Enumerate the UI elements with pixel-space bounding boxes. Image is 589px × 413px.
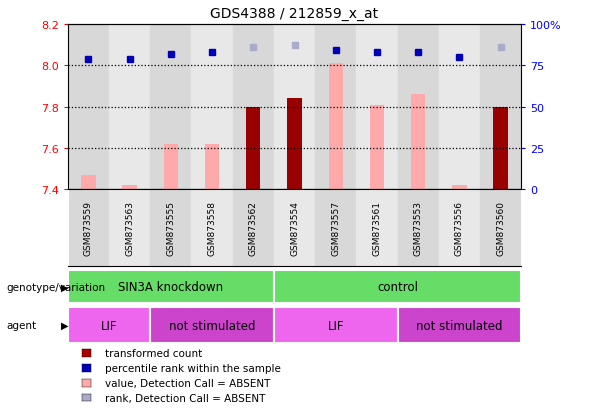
Text: GSM873561: GSM873561 (372, 201, 382, 256)
Bar (233, 25, 274, 190)
Bar (68, 25, 109, 190)
Bar (480, 190, 521, 266)
Text: agent: agent (6, 320, 36, 330)
Bar (356, 190, 398, 266)
Text: value, Detection Call = ABSENT: value, Detection Call = ABSENT (105, 378, 270, 388)
Text: GSM873553: GSM873553 (413, 201, 423, 256)
Bar (439, 25, 480, 190)
Text: control: control (377, 280, 418, 294)
Text: transformed count: transformed count (105, 348, 202, 358)
Bar (480, 25, 521, 190)
Text: SIN3A knockdown: SIN3A knockdown (118, 280, 223, 294)
Bar (68, 190, 109, 266)
Bar (370, 105, 384, 190)
Bar (274, 308, 398, 343)
Bar (494, 107, 508, 190)
Text: GSM873557: GSM873557 (331, 201, 340, 256)
Text: rank, Detection Call = ABSENT: rank, Detection Call = ABSENT (105, 393, 265, 403)
Text: GSM873562: GSM873562 (249, 201, 258, 256)
Text: GSM873555: GSM873555 (166, 201, 176, 256)
Bar (398, 190, 439, 266)
Bar (205, 145, 219, 190)
Text: GSM873556: GSM873556 (455, 201, 464, 256)
Text: percentile rank within the sample: percentile rank within the sample (105, 363, 281, 373)
Bar (81, 176, 95, 190)
Bar (68, 271, 274, 304)
Bar (411, 95, 425, 190)
Bar (233, 190, 274, 266)
Text: LIF: LIF (101, 319, 117, 332)
Text: ▶: ▶ (61, 320, 69, 330)
Text: not stimulated: not stimulated (169, 319, 255, 332)
Bar (452, 186, 466, 190)
Bar (356, 25, 398, 190)
Bar (68, 308, 150, 343)
Bar (123, 186, 137, 190)
Text: LIF: LIF (327, 319, 344, 332)
Bar (164, 145, 178, 190)
Bar (150, 308, 274, 343)
Bar (150, 190, 191, 266)
Bar (246, 107, 260, 190)
Title: GDS4388 / 212859_x_at: GDS4388 / 212859_x_at (210, 7, 379, 21)
Bar (535, 112, 549, 190)
Bar (398, 308, 521, 343)
Text: ▶: ▶ (61, 282, 69, 292)
Bar (150, 25, 191, 190)
Bar (274, 25, 315, 190)
Text: GSM873560: GSM873560 (496, 201, 505, 256)
Bar (274, 271, 521, 304)
Bar (398, 25, 439, 190)
Bar (109, 190, 150, 266)
Bar (191, 25, 233, 190)
Bar (109, 25, 150, 190)
Text: GSM873563: GSM873563 (125, 201, 134, 256)
Text: GSM873559: GSM873559 (84, 201, 93, 256)
Bar (439, 190, 480, 266)
Bar (274, 190, 315, 266)
Text: GSM873558: GSM873558 (207, 201, 217, 256)
Bar (191, 190, 233, 266)
Text: GSM873554: GSM873554 (290, 201, 299, 256)
Bar (287, 99, 302, 190)
Text: genotype/variation: genotype/variation (6, 282, 105, 292)
Bar (315, 190, 356, 266)
Text: not stimulated: not stimulated (416, 319, 502, 332)
Bar (329, 64, 343, 190)
Bar (315, 25, 356, 190)
